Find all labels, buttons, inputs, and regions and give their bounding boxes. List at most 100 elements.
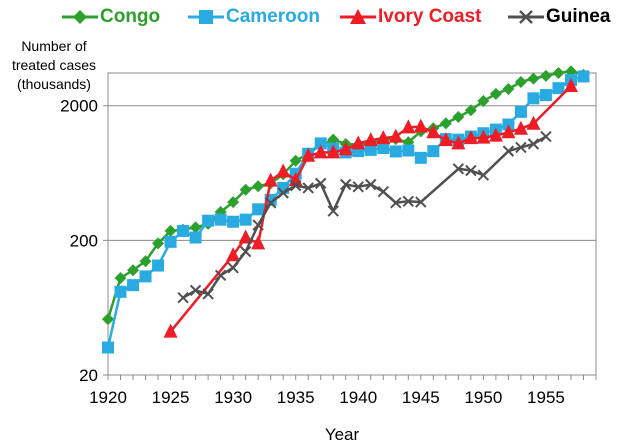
cameroon-point xyxy=(152,259,165,272)
ivory-coast-point xyxy=(388,128,403,143)
cameroon-point xyxy=(527,92,540,105)
guinea-point xyxy=(289,179,302,192)
guinea-point xyxy=(502,145,515,157)
cameroon-point xyxy=(314,137,327,150)
congo-point xyxy=(489,87,502,100)
cameroon-point xyxy=(252,203,265,216)
congo-point xyxy=(439,117,452,130)
congo-point xyxy=(477,94,490,107)
guinea-point xyxy=(202,288,214,300)
legend-item-congo: Congo xyxy=(60,4,160,30)
ivory-coast-point xyxy=(226,247,241,262)
legend-item-ivory-coast: Ivory Coast xyxy=(338,4,481,30)
ivory-coast-point xyxy=(376,130,391,145)
ivory-coast-point xyxy=(351,135,366,150)
congo-point xyxy=(127,264,140,277)
ivory-coast-point xyxy=(513,120,528,135)
congo-point xyxy=(539,69,552,82)
congo-point xyxy=(227,196,240,209)
congo-point xyxy=(139,255,152,268)
cameroon-line xyxy=(106,75,584,348)
x-tick-label: 1930 xyxy=(214,388,252,407)
cameroon-point xyxy=(102,341,114,354)
congo-point xyxy=(102,313,114,326)
guinea-point xyxy=(352,181,364,193)
cameroon-point xyxy=(202,214,215,227)
congo-point xyxy=(327,133,340,146)
ivory-coast-point xyxy=(438,132,453,147)
congo-point xyxy=(514,76,527,89)
congo-point xyxy=(114,272,127,285)
ivory-coast-point xyxy=(263,172,278,187)
cameroon-point xyxy=(552,82,565,95)
guinea-point xyxy=(527,138,540,150)
y-tick-label: 2000 xyxy=(60,97,98,116)
guinea-point xyxy=(177,292,189,304)
congo-point xyxy=(502,83,515,96)
ivory-coast-point xyxy=(451,135,466,150)
ivory-coast-point xyxy=(363,132,378,147)
guinea-point xyxy=(302,182,314,194)
x-tick-label: 1920 xyxy=(89,388,127,407)
guinea-point xyxy=(415,196,427,208)
congo-point xyxy=(189,221,202,234)
guinea-point xyxy=(214,269,227,282)
guinea-point xyxy=(390,197,402,209)
ivory-coast-legend-marker xyxy=(340,9,376,24)
ivory-coast-point xyxy=(301,147,316,162)
ivory-coast-point xyxy=(463,130,478,145)
ivory-coast-point xyxy=(401,119,416,134)
cameroon-point xyxy=(389,145,402,158)
guinea-point xyxy=(402,195,415,208)
ivory-coast-legend-label: Ivory Coast xyxy=(378,6,482,27)
congo-point xyxy=(152,237,165,250)
cameroon-point xyxy=(539,89,552,102)
legend-item-cameroon: Cameroon xyxy=(186,4,320,30)
guinea-legend-label: Guinea xyxy=(546,6,611,27)
ivory-coast-point xyxy=(563,78,578,93)
x-axis-title: Year xyxy=(325,425,360,444)
cameroon-point xyxy=(377,142,390,155)
y-axis-label-line-1: Number of xyxy=(21,38,87,54)
x-tick-label: 1940 xyxy=(339,388,377,407)
ivory-coast-point xyxy=(251,235,266,250)
guinea-point xyxy=(239,245,252,258)
x-tick-label: 1925 xyxy=(152,388,190,407)
ivory-coast-point xyxy=(476,129,491,144)
x-tick-label: 1955 xyxy=(527,388,565,407)
congo-point xyxy=(164,224,177,237)
ivory-coast-point xyxy=(501,124,516,139)
x-tick-label: 1950 xyxy=(464,388,502,407)
guinea-point xyxy=(365,178,377,191)
congo-point xyxy=(552,67,565,79)
ivory-coast-point xyxy=(413,118,428,133)
guinea-point xyxy=(452,163,465,175)
y-tick-label: 200 xyxy=(70,231,98,250)
legend-item-guinea: Guinea xyxy=(506,4,610,30)
guinea-point xyxy=(340,178,352,191)
congo-line xyxy=(106,70,584,320)
x-tick-label: 1945 xyxy=(402,388,440,407)
ivory-coast-point xyxy=(276,163,291,178)
guinea-point xyxy=(315,177,327,190)
plot-area-frame xyxy=(107,72,597,376)
cameroon-point xyxy=(402,144,415,157)
cameroon-point xyxy=(364,143,377,156)
ivory-coast-point xyxy=(163,323,178,338)
guinea-point xyxy=(252,219,264,231)
guinea-point xyxy=(264,197,277,209)
cameroon-point xyxy=(177,224,190,237)
cameroon-point xyxy=(414,151,427,164)
congo-point xyxy=(239,183,252,196)
ivory-coast-point xyxy=(526,115,541,130)
cameroon-legend-label: Cameroon xyxy=(226,6,320,27)
cameroon-point xyxy=(214,213,227,226)
cameroon-point xyxy=(139,270,152,283)
cameroon-point xyxy=(189,231,202,244)
congo-point xyxy=(452,110,465,123)
congo-point xyxy=(252,180,265,193)
cameroon-legend-marker xyxy=(188,10,224,24)
ivory-coast-point xyxy=(238,229,253,244)
cameroon-point xyxy=(514,105,527,118)
